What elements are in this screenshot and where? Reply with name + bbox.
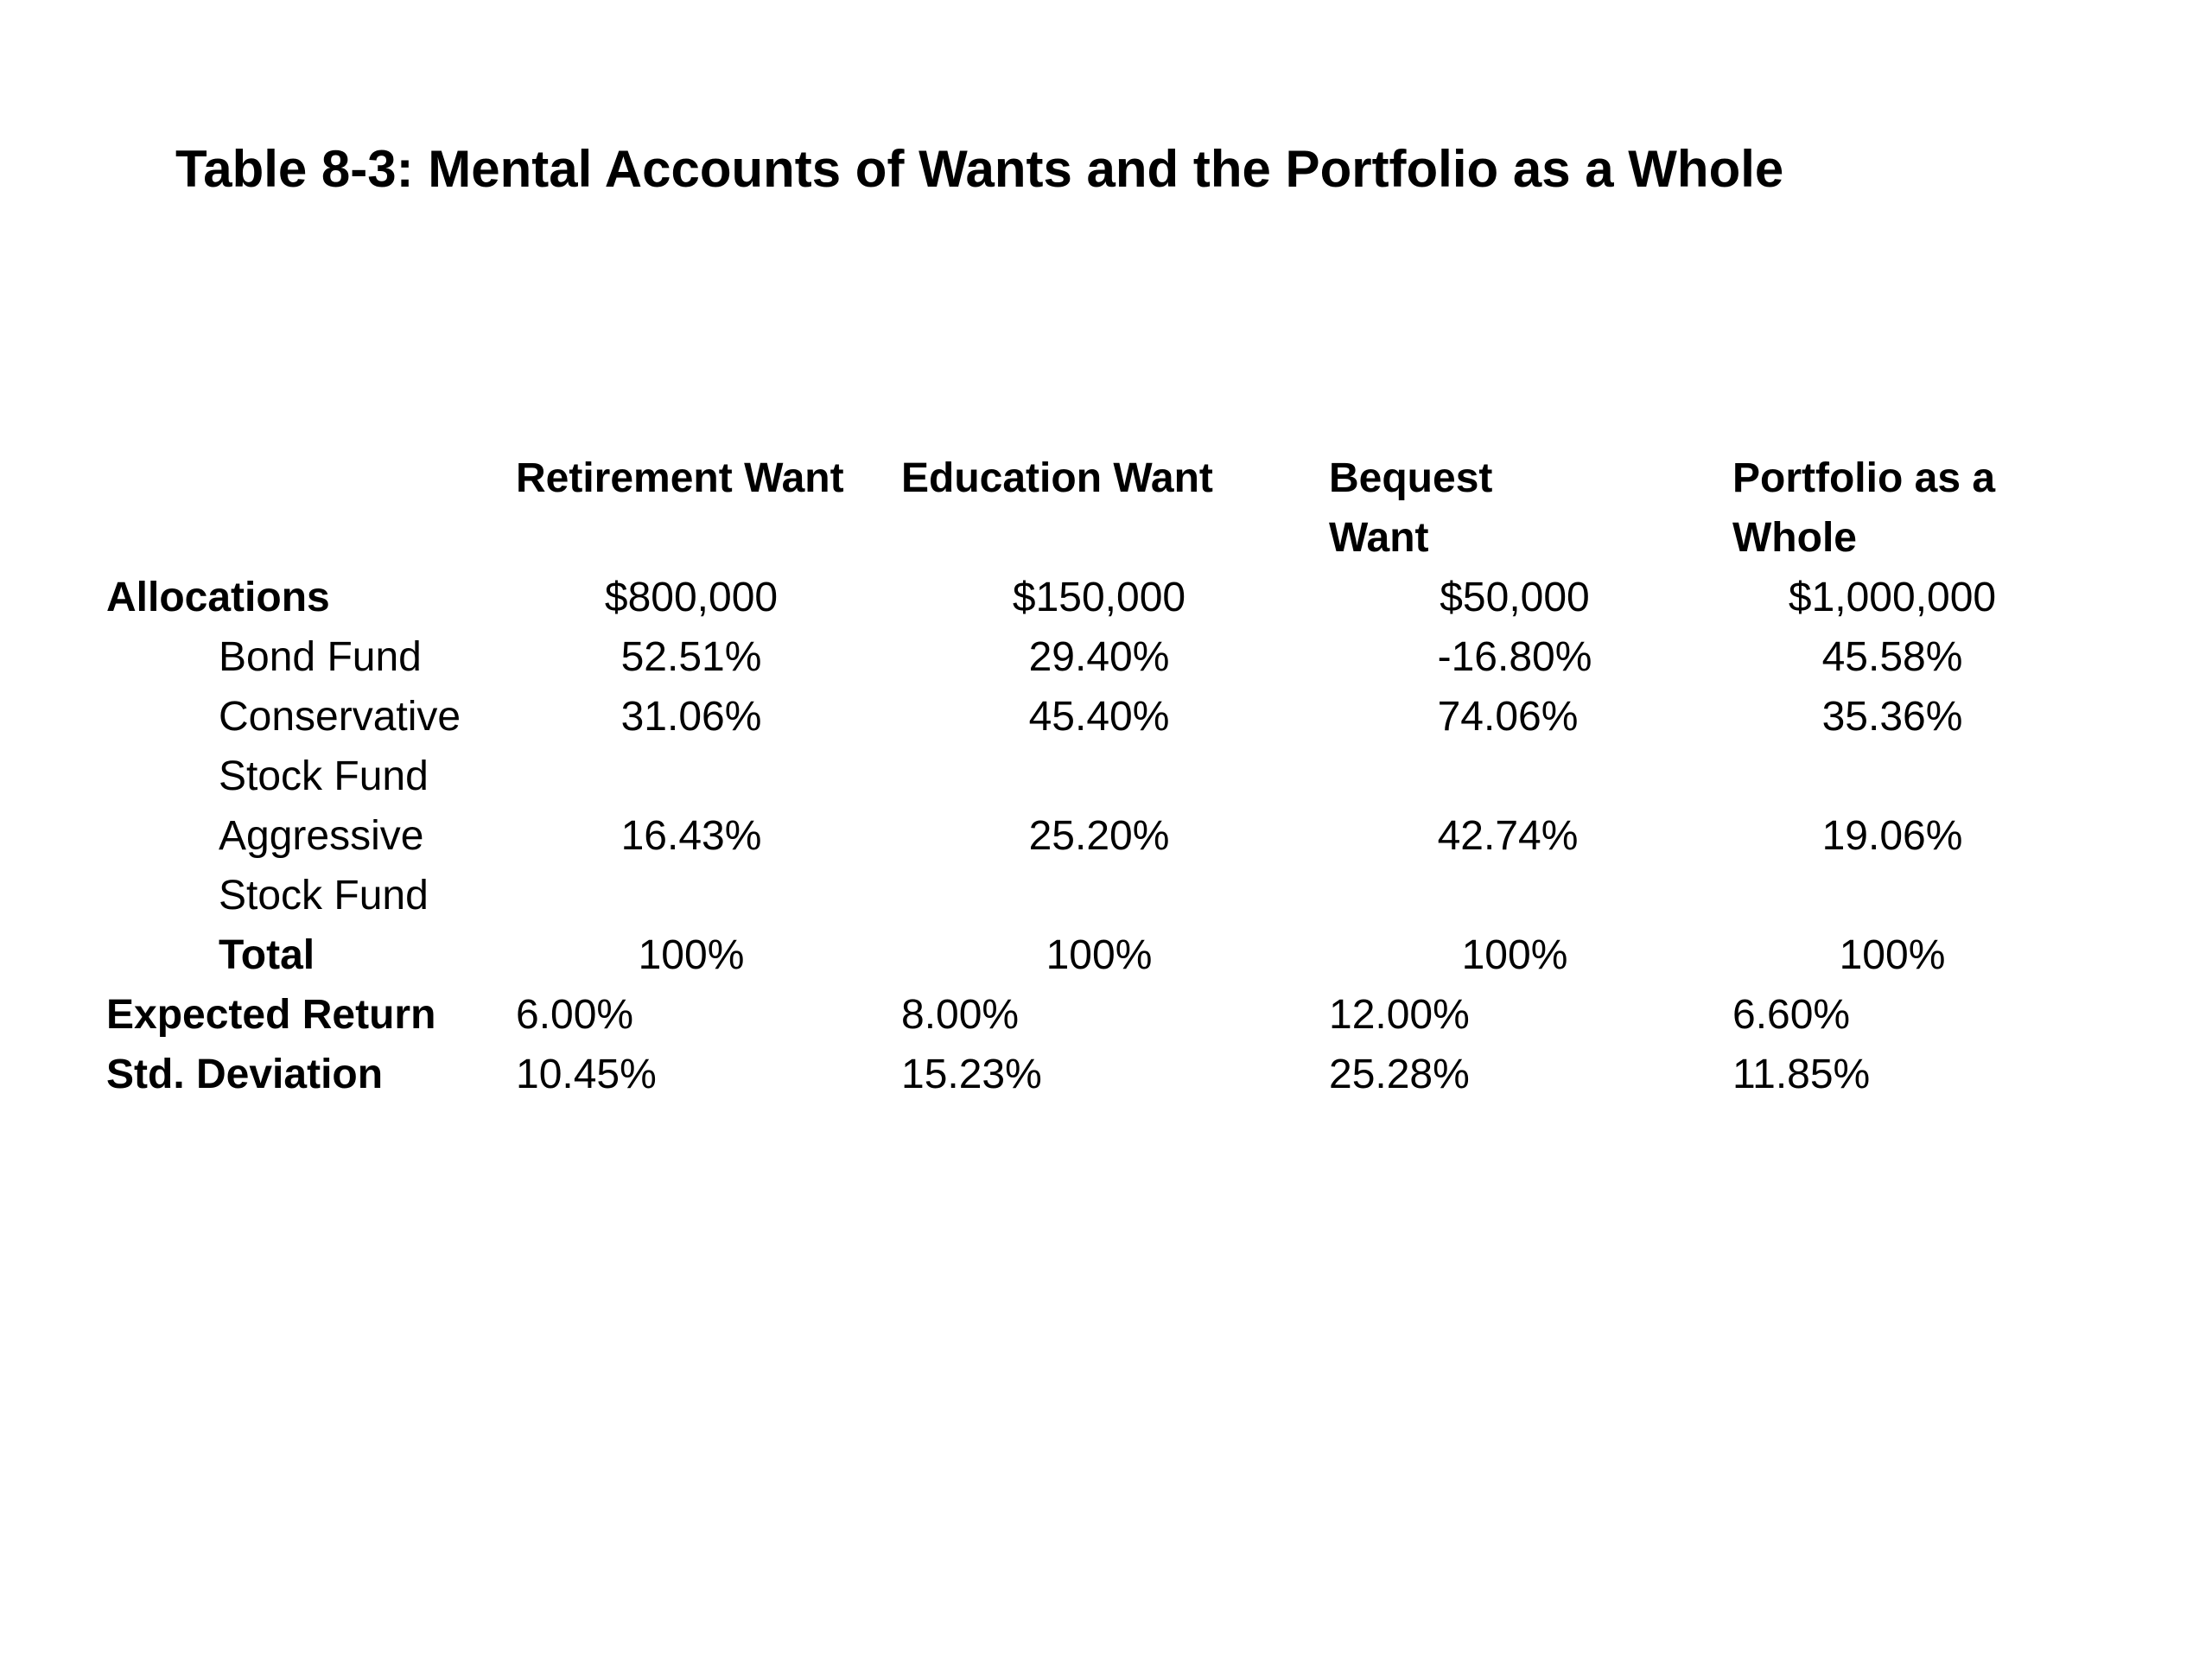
- cell-aggressive-retirement: 16.43%: [620, 813, 762, 859]
- cell-std-deviation-portfolio: 11.85%: [1732, 1052, 1871, 1097]
- cell-allocations-retirement: $800,000: [604, 575, 779, 620]
- cell-bond-fund-retirement: 52.51%: [620, 634, 762, 680]
- cell-conservative-retirement: 31.06%: [620, 694, 762, 740]
- row-label-aggressive-line2: Stock Fund: [219, 873, 429, 918]
- cell-conservative-bequest: 74.06%: [1437, 694, 1579, 740]
- cell-bond-fund-portfolio: 45.58%: [1821, 634, 1963, 680]
- cell-total-portfolio: 100%: [1839, 932, 1946, 978]
- cell-allocations-education: $150,000: [1012, 575, 1186, 620]
- row-label-aggressive-line1: Aggressive: [219, 813, 424, 859]
- cell-expected-return-bequest: 12.00%: [1329, 992, 1470, 1038]
- cell-allocations-bequest: $50,000: [1440, 575, 1590, 620]
- cell-expected-return-education: 8.00%: [901, 992, 1020, 1038]
- column-header-bequest-line2: Want: [1329, 515, 1429, 561]
- row-label-expected-return: Expected Return: [106, 992, 436, 1038]
- cell-total-retirement: 100%: [638, 932, 745, 978]
- cell-allocations-portfolio: $1,000,000: [1788, 575, 1997, 620]
- cell-std-deviation-bequest: 25.28%: [1329, 1052, 1470, 1097]
- column-header-portfolio-line2: Whole: [1732, 515, 1857, 561]
- row-label-total: Total: [219, 932, 315, 978]
- cell-total-bequest: 100%: [1461, 932, 1568, 978]
- cell-aggressive-bequest: 42.74%: [1437, 813, 1579, 859]
- cell-std-deviation-education: 15.23%: [901, 1052, 1042, 1097]
- cell-aggressive-education: 25.20%: [1028, 813, 1170, 859]
- page-title: Table 8-3: Mental Accounts of Wants and …: [175, 140, 1784, 198]
- cell-conservative-portfolio: 35.36%: [1821, 694, 1963, 740]
- column-header-portfolio-line1: Portfolio as a: [1732, 455, 1996, 501]
- row-label-bond-fund: Bond Fund: [219, 634, 422, 680]
- row-label-std-deviation: Std. Deviation: [106, 1052, 384, 1097]
- cell-aggressive-portfolio: 19.06%: [1821, 813, 1963, 859]
- column-header-retirement: Retirement Want: [516, 455, 844, 501]
- column-header-bequest-line1: Bequest: [1329, 455, 1493, 501]
- column-header-education: Education Want: [901, 455, 1213, 501]
- cell-expected-return-portfolio: 6.60%: [1732, 992, 1851, 1038]
- cell-total-education: 100%: [1046, 932, 1153, 978]
- row-label-conservative-line1: Conservative: [219, 694, 461, 740]
- cell-expected-return-retirement: 6.00%: [516, 992, 634, 1038]
- cell-bond-fund-bequest: -16.80%: [1437, 634, 1592, 680]
- cell-bond-fund-education: 29.40%: [1028, 634, 1170, 680]
- row-label-conservative-line2: Stock Fund: [219, 753, 429, 799]
- cell-conservative-education: 45.40%: [1028, 694, 1170, 740]
- row-label-allocations: Allocations: [106, 575, 330, 620]
- cell-std-deviation-retirement: 10.45%: [516, 1052, 657, 1097]
